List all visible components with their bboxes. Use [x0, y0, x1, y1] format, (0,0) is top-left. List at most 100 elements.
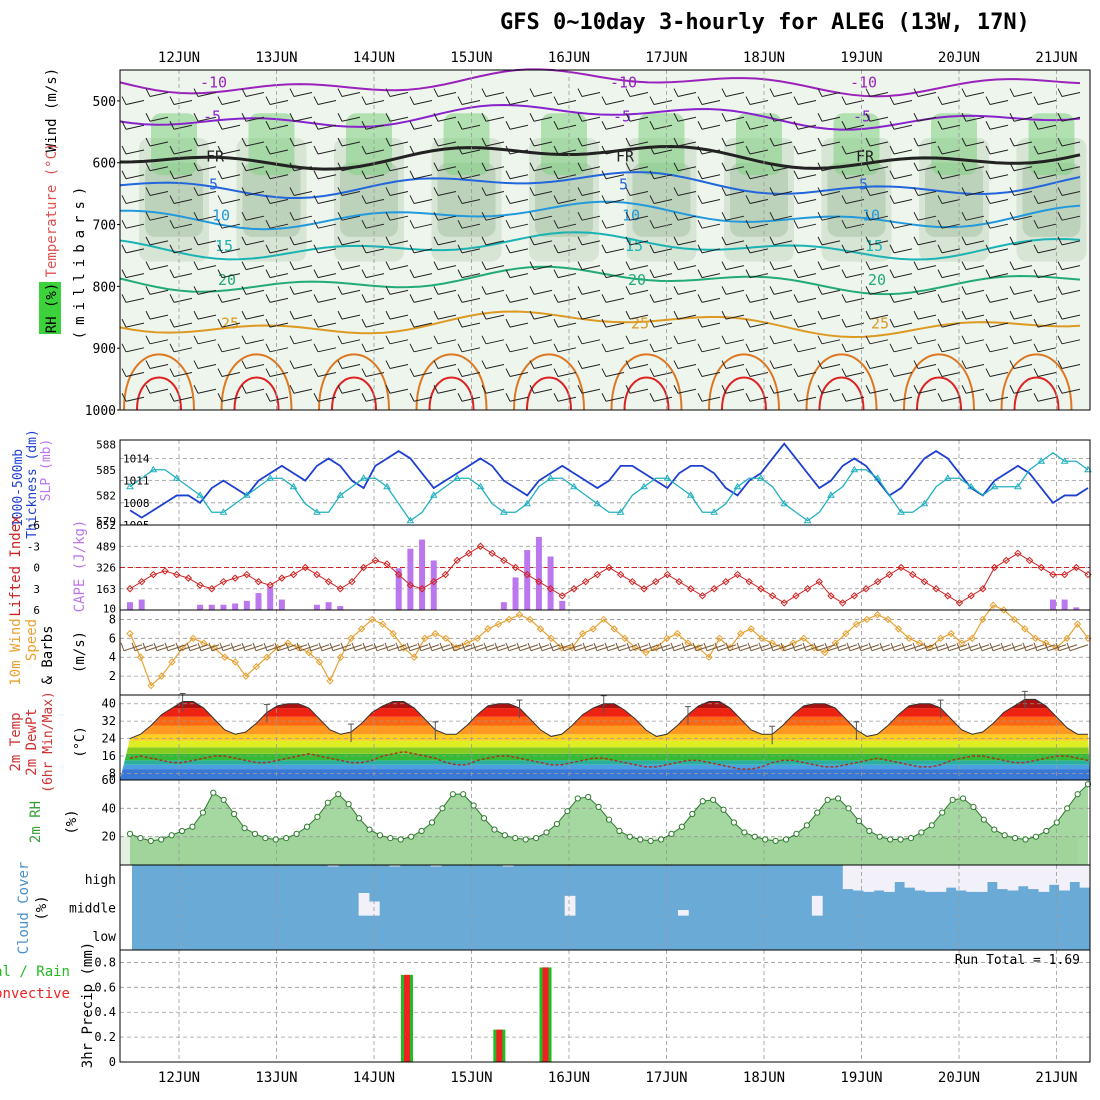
- rh-marker: [1022, 836, 1029, 843]
- wind-barb: [821, 314, 841, 320]
- wind-barb: [1037, 198, 1057, 204]
- wind-barb: [437, 339, 457, 345]
- rh-marker: [220, 796, 227, 803]
- wind-barb: [625, 137, 631, 147]
- wind-barb: [605, 198, 625, 204]
- wind-barb: [649, 170, 655, 179]
- wind-barb: [413, 297, 433, 303]
- wind-barb: [653, 297, 673, 303]
- wind-barb: [485, 364, 505, 370]
- wind-barb: [289, 261, 295, 270]
- wind-barb: [817, 211, 823, 221]
- wind-barb: [889, 393, 895, 402]
- li-marker: [675, 577, 683, 586]
- wind-barb: [747, 642, 752, 651]
- li-marker: [827, 592, 835, 600]
- wind-barb: [581, 364, 601, 370]
- wind-barb: [245, 339, 265, 345]
- wind-barb: [385, 261, 391, 270]
- wind-barb: [725, 166, 745, 172]
- x-tick-label-top: 19JUN: [840, 50, 882, 66]
- li-marker: [698, 592, 707, 600]
- pressure-tick-label: 800: [93, 280, 116, 295]
- wind-barb: [629, 388, 649, 394]
- wind-barb: [341, 240, 361, 246]
- wind-barb: [989, 198, 1009, 204]
- cape-bar: [1061, 599, 1068, 610]
- wind-barb: [385, 187, 391, 196]
- wind-barb: [269, 372, 289, 378]
- wind-barb: [961, 187, 967, 196]
- wind-barb: [845, 124, 865, 130]
- cape-bar: [243, 600, 250, 610]
- rh-legend-swatch: [39, 282, 61, 334]
- wind-barb: [437, 364, 457, 370]
- wind-barb: [869, 190, 889, 196]
- wind-barb: [937, 244, 943, 254]
- wind-barb: [581, 289, 601, 295]
- wind-barb: [553, 96, 559, 105]
- precip-tick-label: 0.6: [94, 980, 116, 994]
- cape-bar: [232, 603, 239, 610]
- rh-marker: [449, 791, 456, 798]
- rh-patch: [1028, 113, 1075, 176]
- rh-marker: [907, 834, 915, 842]
- wind-barb: [173, 347, 193, 353]
- wind-speed-marker: [568, 644, 576, 652]
- wind-barb: [625, 113, 631, 122]
- wind-barb: [941, 198, 961, 204]
- wind-barb: [581, 141, 601, 147]
- wind-barb: [697, 294, 703, 303]
- rh-marker: [1032, 833, 1040, 840]
- wind-barb: [961, 211, 967, 221]
- pressure-tick-label: 700: [93, 219, 116, 234]
- rh-marker: [314, 813, 321, 820]
- surface-isotherm: [708, 353, 780, 411]
- wind-barb: [266, 644, 286, 652]
- wind-barb: [233, 644, 253, 652]
- wind-barb: [173, 149, 193, 155]
- wind-barb: [197, 116, 217, 122]
- x-tick-label-top: 21JUN: [1035, 50, 1077, 66]
- wind-barb: [845, 273, 865, 279]
- wind-barb: [1033, 170, 1039, 179]
- li-marker: [722, 577, 730, 586]
- wind-barb: [893, 149, 913, 155]
- surface-isotherm: [526, 376, 572, 411]
- wind-barb: [913, 187, 919, 196]
- wind-barb: [677, 190, 697, 196]
- wind-barb: [865, 286, 871, 295]
- wind-barb: [695, 644, 715, 652]
- li-marker: [476, 542, 485, 550]
- wind-barb: [577, 310, 583, 320]
- wind-barb: [937, 343, 943, 353]
- wind-barb: [221, 273, 241, 279]
- wind-barb: [385, 113, 391, 122]
- wind-barb: [629, 240, 649, 246]
- rh-marker: [741, 829, 748, 836]
- convective-bar: [404, 974, 411, 1062]
- wind-barb: [673, 236, 679, 246]
- wind-barb: [601, 368, 607, 377]
- wind-speed-marker: [842, 629, 850, 638]
- rh-marker: [543, 829, 550, 836]
- wind-barb: [601, 294, 607, 303]
- rh-marker: [335, 791, 342, 798]
- rh-marker: [845, 805, 852, 812]
- rh-marker: [834, 795, 842, 802]
- wind-barb: [745, 219, 751, 229]
- wind-barb: [577, 187, 583, 196]
- wind-barb: [769, 286, 775, 295]
- li-marker: [885, 570, 894, 579]
- wind-barb: [917, 166, 937, 172]
- wind-barb: [557, 198, 577, 204]
- wind-barb: [509, 322, 529, 328]
- wind-barb: [169, 145, 175, 155]
- wind-barb: [926, 644, 946, 652]
- wind-barb: [485, 116, 505, 122]
- wind-barb: [1009, 187, 1015, 196]
- wind-barb: [649, 219, 655, 229]
- li-marker: [359, 563, 368, 572]
- temp-tick-label: 24: [102, 732, 116, 746]
